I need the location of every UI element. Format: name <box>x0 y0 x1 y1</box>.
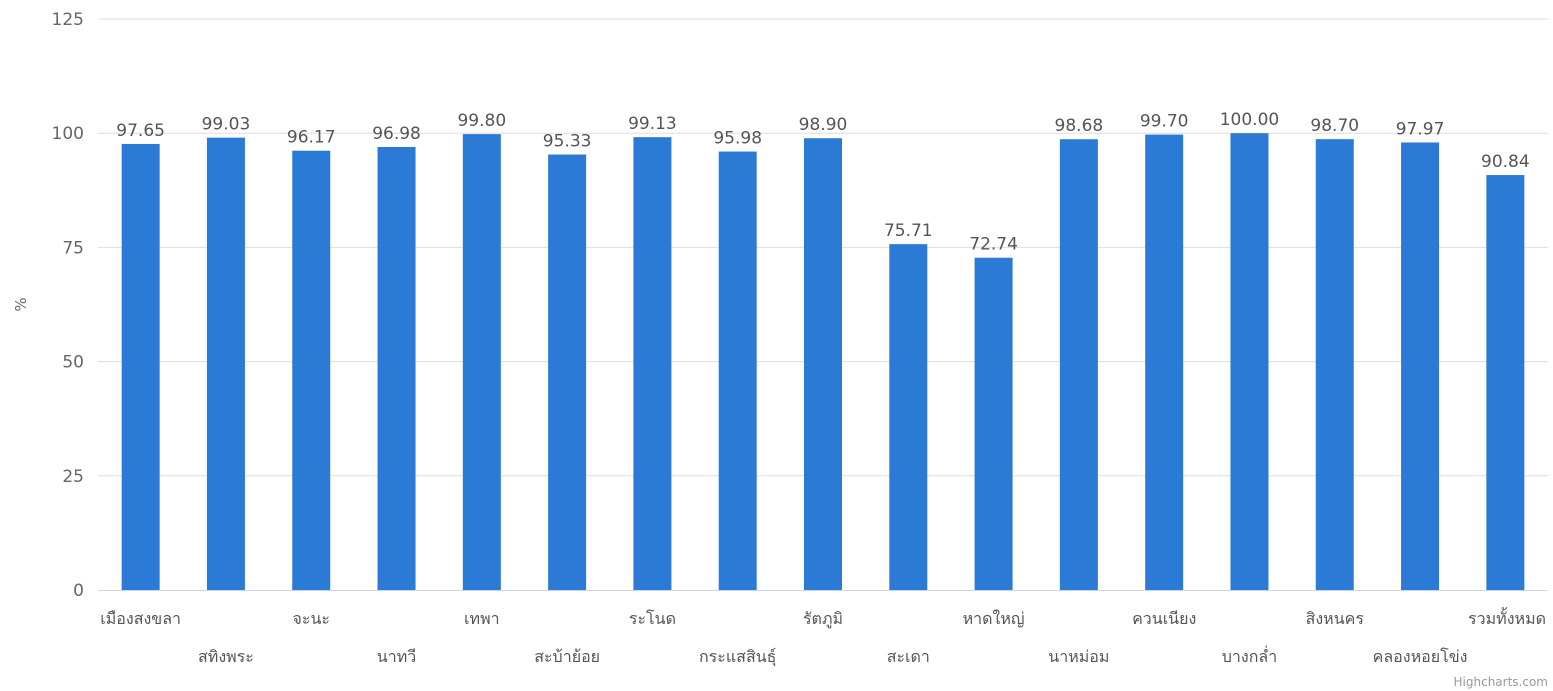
data-labels: 97.65 99.03 96.17 96.98 99.80 95.33 99.13 95.98… <box>116 110 1529 255</box>
bar <box>974 257 1013 590</box>
bar <box>206 137 245 590</box>
bar <box>1230 133 1269 590</box>
data-label: 96.98 <box>372 124 421 144</box>
y-tick-label: 0 <box>73 581 84 601</box>
x-tick-label: นาทวี <box>377 647 416 666</box>
data-label: 98.68 <box>1055 116 1104 136</box>
x-tick-label: จะนะ <box>292 609 330 628</box>
bar <box>804 138 842 590</box>
x-tick-label: หาดใหญ่ <box>963 609 1025 628</box>
credits-text: Highcharts.com <box>1454 675 1548 689</box>
x-tick-label: เทพา <box>464 609 500 628</box>
bar <box>1401 142 1440 591</box>
bar <box>1059 139 1098 590</box>
data-label: 98.90 <box>799 115 848 135</box>
data-label: 99.13 <box>628 114 677 134</box>
x-tick-label: คลองหอยโข่ง <box>1373 647 1468 666</box>
bar <box>633 137 672 590</box>
bar <box>1145 134 1184 590</box>
data-label: 99.03 <box>202 115 251 135</box>
bar <box>377 146 416 590</box>
y-axis-ticks: 0 25 50 75 100 125 <box>52 10 84 601</box>
data-label: 97.97 <box>1396 119 1445 139</box>
bar <box>1315 139 1354 590</box>
data-label: 72.74 <box>969 235 1018 255</box>
data-label: 95.33 <box>543 132 592 152</box>
data-label: 75.71 <box>884 221 933 241</box>
x-tick-label: บางกล่ำ <box>1222 645 1277 666</box>
data-label: 97.65 <box>116 121 165 141</box>
data-label: 99.70 <box>1140 112 1189 132</box>
x-tick-label: ควนเนียง <box>1132 609 1196 628</box>
bar <box>1486 175 1525 590</box>
x-tick-label: รวมทั้งหมด <box>1468 607 1546 628</box>
bar <box>462 134 501 591</box>
data-label: 95.98 <box>713 129 762 149</box>
y-tick-label: 100 <box>52 124 84 144</box>
data-label: 96.17 <box>287 128 336 148</box>
bar <box>718 151 757 590</box>
x-tick-label: สะเดา <box>887 647 930 666</box>
data-label: 90.84 <box>1481 152 1530 172</box>
data-label: 99.80 <box>457 111 506 131</box>
x-tick-label: เมืองสงขลา <box>100 609 181 628</box>
x-tick-label: นาหม่อม <box>1048 647 1109 666</box>
x-tick-label: กระแสสินธุ์ <box>699 647 776 667</box>
x-tick-label: สิงหนคร <box>1306 609 1365 628</box>
y-tick-label: 50 <box>62 353 84 373</box>
x-tick-label: สทิงพระ <box>198 647 254 666</box>
y-tick-label: 125 <box>52 10 84 30</box>
y-axis-title: % <box>12 297 30 311</box>
x-tick-label: รัตภูมิ <box>803 609 843 629</box>
data-label: 100.00 <box>1220 110 1279 130</box>
x-tick-label: สะบ้าย้อย <box>534 647 600 666</box>
y-tick-label: 25 <box>62 467 84 487</box>
bars <box>121 133 1525 591</box>
bar <box>292 150 331 590</box>
y-tick-label: 75 <box>62 238 84 258</box>
data-label: 98.70 <box>1310 116 1359 136</box>
bar <box>121 143 160 590</box>
bar <box>889 244 928 590</box>
bar <box>548 154 587 590</box>
x-tick-label: ระโนด <box>629 609 676 628</box>
